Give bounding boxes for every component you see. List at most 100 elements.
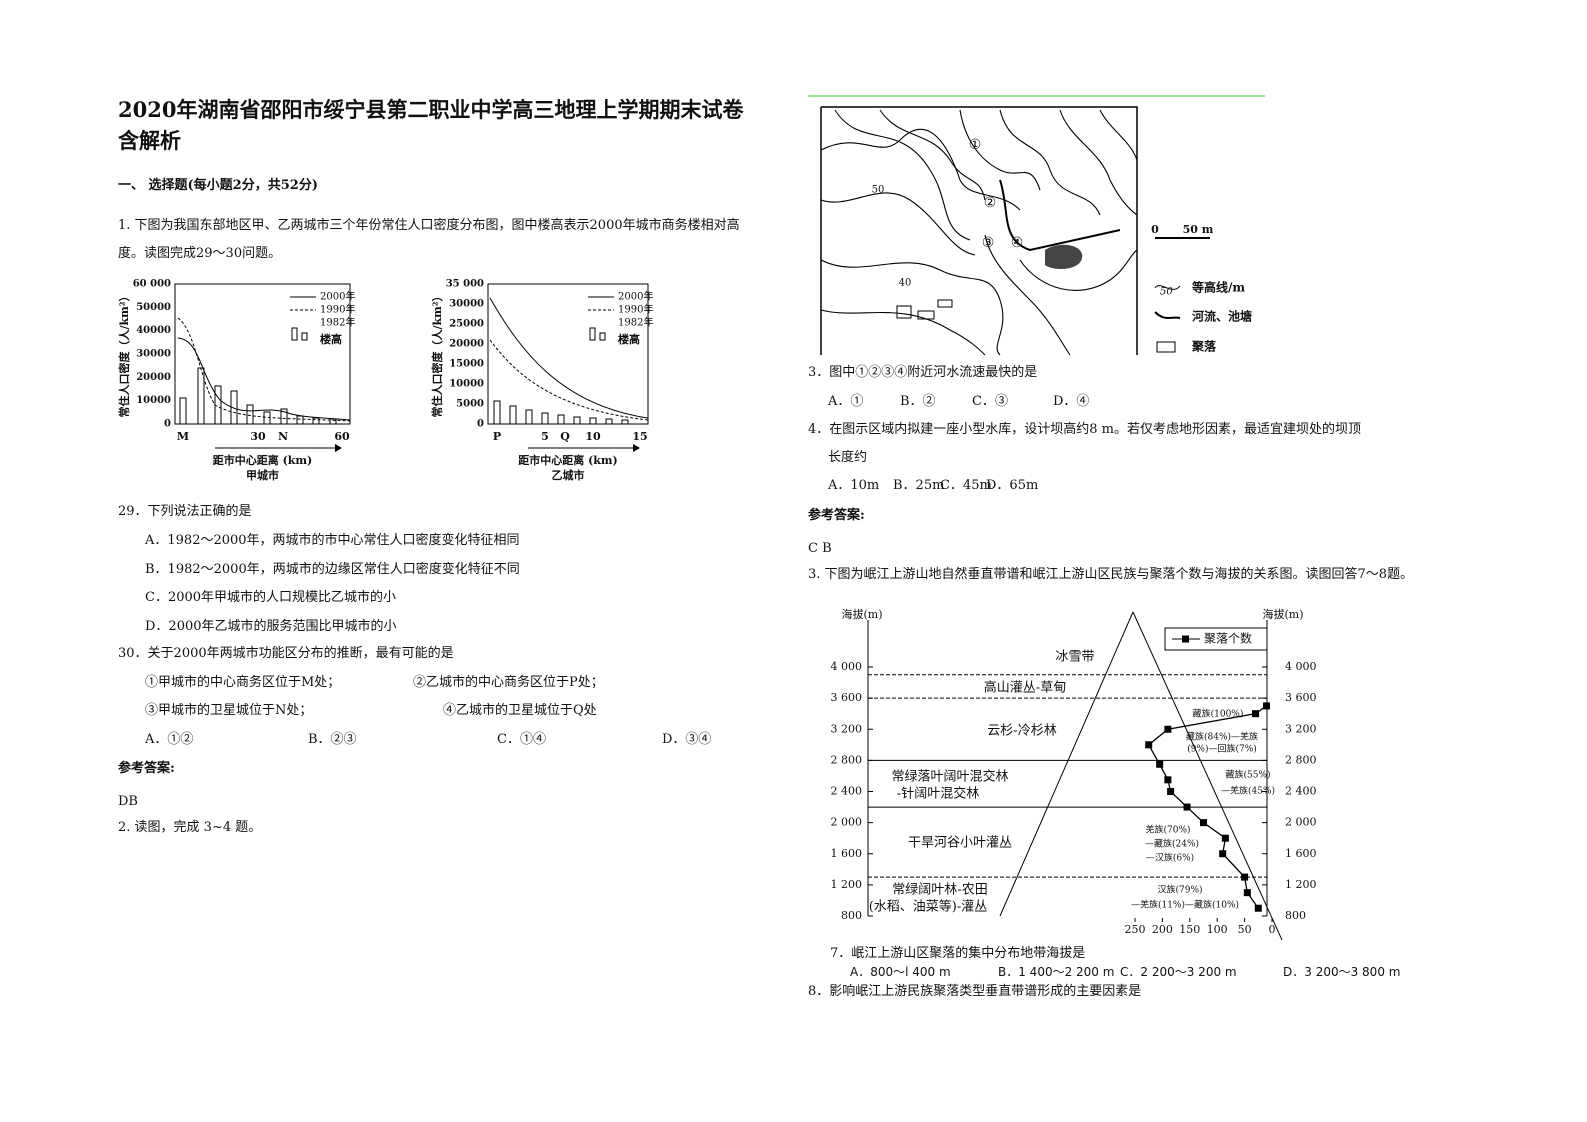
legend-bar bbox=[301, 332, 308, 341]
label: 50 bbox=[1160, 287, 1173, 298]
label: 30 bbox=[250, 430, 266, 443]
label: 2 800 bbox=[1285, 753, 1317, 766]
text: C B bbox=[808, 541, 832, 556]
label: 10000 bbox=[136, 395, 171, 406]
label: ① bbox=[969, 137, 982, 153]
label: ③ bbox=[982, 235, 995, 251]
text: D．2000年乙城市的服务范围比甲城市的小 bbox=[145, 618, 397, 634]
building bbox=[605, 418, 613, 425]
label: —羌族(11%)—藏族(10%) bbox=[1131, 899, 1239, 911]
label: 30000 bbox=[449, 299, 484, 310]
text: 参考答案: bbox=[118, 761, 175, 776]
building bbox=[525, 409, 533, 425]
label: Q bbox=[560, 430, 570, 443]
text: 3．图中①②③④附近河水流速最快的是 bbox=[808, 365, 1038, 380]
text: C．45m bbox=[940, 478, 992, 493]
text: B．25m bbox=[893, 478, 945, 493]
text: 2. 读图，完成 3~4 题。 bbox=[118, 820, 262, 835]
label: 1 600 bbox=[831, 847, 863, 860]
text: C．①④ bbox=[497, 732, 546, 747]
label: (水稻、油菜等)-灌丛 bbox=[869, 899, 988, 915]
building bbox=[557, 414, 565, 425]
text: A．10m bbox=[828, 478, 880, 493]
label: 15 bbox=[632, 430, 647, 443]
label: ④ bbox=[1011, 235, 1024, 251]
label: 10000 bbox=[449, 379, 484, 390]
label: 0 bbox=[477, 419, 484, 430]
label: 常绿阔叶林-农田 bbox=[892, 883, 987, 898]
arrow-head bbox=[633, 444, 640, 452]
text: A．① bbox=[828, 394, 864, 409]
label: 40000 bbox=[136, 325, 171, 336]
label: ② bbox=[984, 195, 997, 211]
building bbox=[493, 400, 501, 425]
text: 1. 下图为我国东部地区甲、乙两城市三个年份常住人口密度分布图，图中楼高表示20… bbox=[118, 218, 740, 261]
building bbox=[280, 408, 288, 425]
label: 3 200 bbox=[831, 722, 863, 735]
settlement-point bbox=[1164, 725, 1172, 733]
label: 150 bbox=[1179, 923, 1200, 936]
label: 250 bbox=[1125, 923, 1146, 936]
label: 距市中心距离 (km) bbox=[213, 453, 313, 467]
text: 8．影响岷江上游民族聚落类型垂直带谱形成的主要因素是 bbox=[808, 984, 1142, 999]
settlement-point bbox=[1241, 873, 1249, 881]
label: 2 000 bbox=[1285, 816, 1317, 829]
label: 冰雪带 bbox=[1055, 650, 1094, 665]
label: 10 bbox=[585, 430, 601, 443]
label: 5000 bbox=[456, 399, 484, 410]
text: C．③ bbox=[972, 394, 1008, 409]
pond bbox=[1045, 244, 1083, 270]
text: D．④ bbox=[1053, 394, 1090, 409]
settlement-point bbox=[1164, 776, 1172, 784]
text: A．1982～2000年，两城市的市中心常住人口密度变化特征相同 bbox=[145, 533, 520, 548]
map-frame bbox=[820, 106, 1138, 355]
text: 2020年湖南省邵阳市绥宁县第二职业中学高三地理上学期期末试卷含解析 bbox=[118, 97, 744, 153]
label: 0 bbox=[164, 419, 171, 430]
label: 3 200 bbox=[1285, 722, 1317, 735]
text: 30．关于2000年两城市功能区分布的推断，最有可能的是 bbox=[118, 646, 454, 661]
building bbox=[589, 417, 597, 425]
text: B．1982～2000年，两城市的边缘区常住人口密度变化特征不同 bbox=[145, 561, 520, 577]
label: 1 200 bbox=[1285, 878, 1317, 891]
text: C．2 200～3 200 m bbox=[1120, 965, 1237, 979]
label: 3 600 bbox=[1285, 691, 1317, 704]
label: 800 bbox=[841, 909, 862, 922]
text: 3. 下图为岷江上游山地自然垂直带谱和岷江上游山区民族与聚落个数与海拔的关系图。… bbox=[808, 567, 1414, 582]
settlement-point bbox=[1156, 760, 1164, 768]
arrow-head bbox=[335, 444, 342, 452]
text: 4．在图示区域内拟建一座小型水库，设计坝高约8 m。若仅考虑地形因素，最适宜建坝… bbox=[808, 422, 1362, 465]
label: (9%)—回族(7%) bbox=[1187, 743, 1257, 755]
label: 楼高 bbox=[618, 332, 640, 346]
label: 40 bbox=[899, 278, 912, 289]
building bbox=[329, 418, 337, 425]
legend-bar bbox=[599, 332, 606, 341]
label: 50 m bbox=[1183, 223, 1214, 236]
building bbox=[621, 419, 629, 425]
label: 2 800 bbox=[831, 753, 863, 766]
legend-settlement bbox=[1156, 341, 1176, 353]
label: 50 bbox=[1238, 923, 1252, 936]
text: 29．下列说法正确的是 bbox=[118, 504, 252, 519]
label: 藏族(84%)—羌族 bbox=[1186, 731, 1258, 743]
label: 等高线/m bbox=[1191, 280, 1245, 295]
settlement-point bbox=[1200, 819, 1207, 827]
label: 聚落 bbox=[1191, 339, 1217, 354]
legend-bar bbox=[291, 327, 298, 341]
label: 25000 bbox=[449, 319, 484, 330]
label: 藏族(100%) bbox=[1193, 708, 1244, 720]
settlement-point bbox=[1145, 741, 1153, 749]
label: 35 000 bbox=[446, 279, 484, 290]
label: —藏族(24%) bbox=[1145, 838, 1199, 850]
settlement-point bbox=[1167, 788, 1175, 795]
label: 河流、池塘 bbox=[1191, 309, 1252, 324]
label: 羌族(70%) bbox=[1145, 824, 1190, 836]
label: 20000 bbox=[136, 372, 171, 383]
label: 50 bbox=[872, 185, 885, 196]
legend-river bbox=[1154, 311, 1181, 319]
label: 1982年 bbox=[618, 316, 653, 329]
settlements bbox=[896, 299, 953, 320]
text: 一、 选择题(每小题2分，共52分) bbox=[118, 178, 318, 193]
label: 60 bbox=[334, 430, 350, 443]
label: 800 bbox=[1285, 909, 1306, 922]
